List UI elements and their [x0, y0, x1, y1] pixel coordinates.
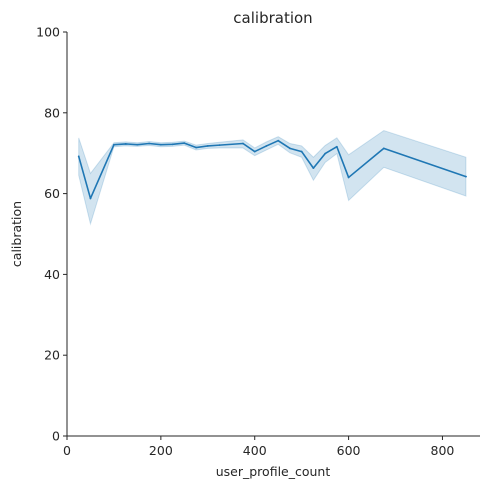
series-line-layer	[77, 139, 467, 200]
data-point	[347, 176, 350, 179]
data-point	[277, 139, 280, 142]
data-point	[124, 143, 127, 145]
x-axis-ticks: 0 200 400 600 800	[63, 436, 454, 458]
x-tick-label: 400	[243, 443, 267, 458]
y-tick-label: 20	[44, 348, 60, 363]
y-tick-label: 100	[36, 25, 60, 40]
x-tick-label: 800	[431, 443, 455, 458]
data-point	[77, 155, 80, 158]
data-point	[89, 197, 92, 200]
y-tick-label: 0	[52, 429, 60, 444]
data-point	[312, 167, 315, 170]
x-axis-label: user_profile_count	[216, 464, 331, 479]
y-tick-label: 80	[44, 105, 60, 120]
data-point	[265, 145, 268, 147]
data-point	[335, 145, 338, 148]
data-point	[171, 143, 174, 146]
data-point	[183, 142, 186, 145]
chart-title: calibration	[233, 9, 312, 27]
data-point	[148, 142, 151, 145]
y-tick-label: 60	[44, 186, 60, 201]
data-point	[300, 150, 303, 153]
data-point	[206, 145, 209, 147]
data-point	[136, 143, 139, 146]
y-axis-label: calibration	[9, 201, 24, 267]
confidence-band-layer	[78, 130, 467, 226]
data-point	[195, 146, 197, 149]
y-tick-label: 40	[44, 267, 60, 282]
data-point	[159, 143, 162, 146]
data-point	[289, 147, 291, 150]
data-point	[113, 143, 115, 146]
y-axis-ticks: 0 20 40 60 80 100	[36, 25, 67, 444]
series-line	[77, 139, 467, 200]
data-point	[253, 150, 256, 153]
x-tick-label: 0	[63, 443, 71, 458]
x-tick-label: 200	[149, 443, 173, 458]
data-point	[242, 142, 244, 145]
confidence-band	[78, 130, 467, 226]
data-point	[382, 147, 385, 150]
data-point	[218, 144, 221, 147]
x-tick-label: 600	[337, 443, 361, 458]
data-point	[465, 175, 467, 178]
data-point	[324, 152, 327, 155]
